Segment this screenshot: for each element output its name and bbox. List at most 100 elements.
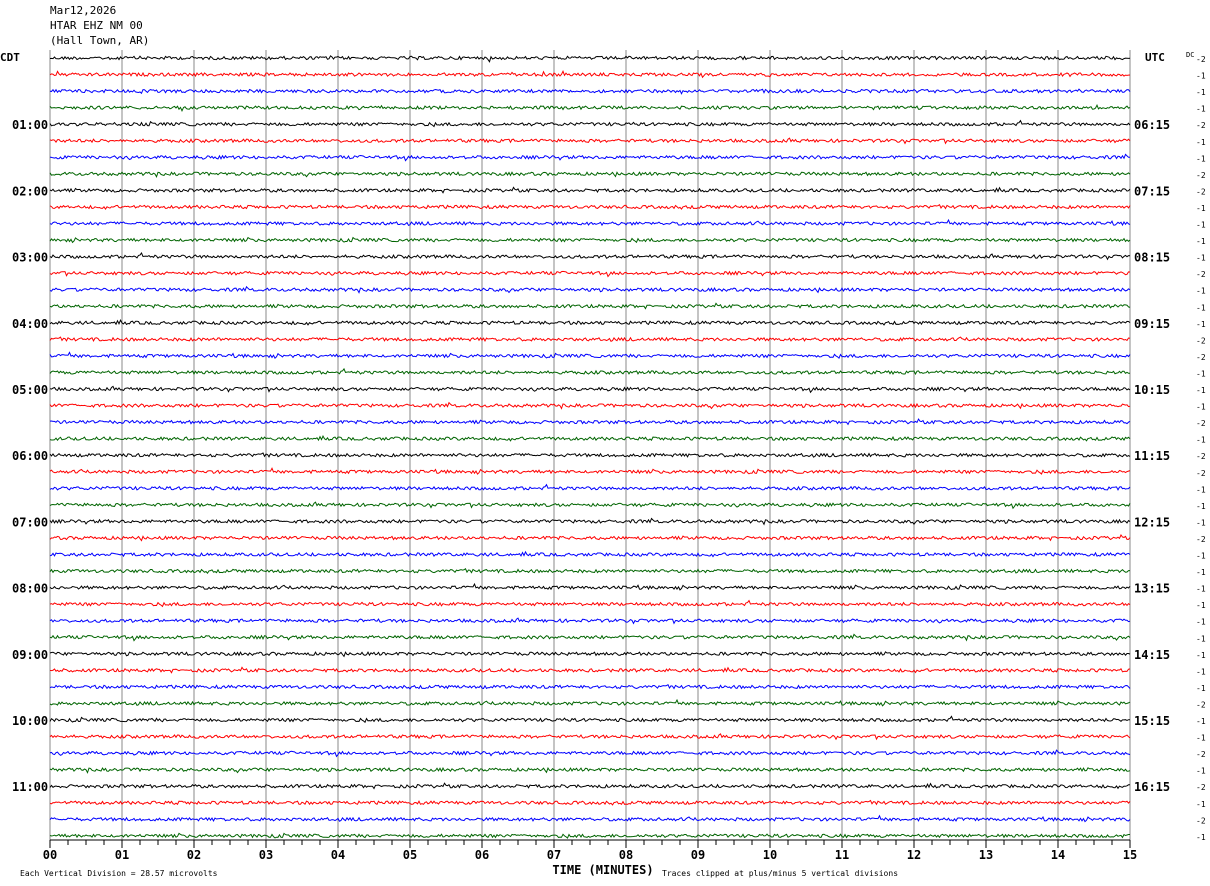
x-tick-label: 08 <box>619 848 633 862</box>
dc-offset-label: -1 <box>1196 369 1206 378</box>
dc-offset-label: -2 <box>1196 816 1206 825</box>
seismic-trace <box>49 251 1131 261</box>
left-hour-label: 03:00 <box>12 251 48 265</box>
seismic-trace <box>49 733 1131 741</box>
left-hour-label: 08:00 <box>12 582 48 596</box>
dc-offset-label: -1 <box>1196 552 1206 561</box>
x-tick-label: 02 <box>187 848 201 862</box>
x-tick-label: 10 <box>763 848 777 862</box>
dc-offset-label: -1 <box>1196 601 1206 610</box>
seismic-trace <box>49 617 1131 625</box>
seismic-trace <box>49 218 1131 227</box>
dc-offset-label: -1 <box>1196 833 1206 842</box>
dc-offset-label: -2 <box>1196 270 1206 279</box>
date-label: Mar12,2026 <box>50 4 117 17</box>
seismic-trace <box>49 418 1131 426</box>
seismic-trace <box>49 186 1131 194</box>
dc-offset-label: -2 <box>1196 750 1206 759</box>
dc-offset-label: -1 <box>1196 204 1206 213</box>
x-tick-label: 11 <box>835 848 849 862</box>
dc-offset-label: -2 <box>1196 336 1206 345</box>
seismic-trace <box>49 633 1131 642</box>
x-tick-label: 07 <box>547 848 561 862</box>
dc-offset-label: -1 <box>1196 734 1206 743</box>
x-tick-label: 15 <box>1123 848 1137 862</box>
seismic-trace <box>49 651 1131 658</box>
seismic-trace <box>49 401 1131 410</box>
seismic-trace <box>49 55 1131 63</box>
dc-offset-label: -1 <box>1196 320 1206 329</box>
seismic-trace <box>49 568 1130 575</box>
seismic-trace <box>49 452 1131 458</box>
seismic-trace <box>49 749 1131 758</box>
location-label: (Hall Town, AR) <box>50 34 150 47</box>
right-hour-label: 06:15 <box>1134 118 1170 132</box>
right-hour-label: 07:15 <box>1134 184 1170 198</box>
x-tick-label: 09 <box>691 848 705 862</box>
left-hour-label: 09:00 <box>12 648 48 662</box>
dc-offset-label: -1 <box>1196 386 1206 395</box>
x-tick-label: 06 <box>475 848 489 862</box>
seismic-trace <box>49 336 1131 342</box>
seismic-trace <box>49 70 1131 79</box>
right-hour-label: 08:15 <box>1134 251 1170 265</box>
seismic-trace <box>49 683 1131 690</box>
dc-offset-label: -1 <box>1196 568 1206 577</box>
dc-offset-label: -1 <box>1196 88 1206 97</box>
seismic-trace <box>49 153 1130 162</box>
dc-offset-label: -2 <box>1196 783 1206 792</box>
left-hour-label: 05:00 <box>12 383 48 397</box>
left-hour-label: 11:00 <box>12 780 48 794</box>
right-hour-label: 16:15 <box>1134 780 1170 794</box>
seismic-trace <box>49 599 1131 608</box>
dc-offset-label: -1 <box>1196 767 1206 776</box>
dc-offset-label: -1 <box>1196 800 1206 809</box>
scale-note: Each Vertical Division = 28.57 microvolt… <box>20 869 218 878</box>
dc-offset-label: -2 <box>1196 469 1206 478</box>
dc-offset-label: -1 <box>1196 717 1206 726</box>
dc-offset-label: -1 <box>1196 221 1206 230</box>
dc-offset-label: -2 <box>1196 187 1206 196</box>
x-tick-label: 12 <box>907 848 921 862</box>
dc-offset-label: -2 <box>1196 535 1206 544</box>
seismic-trace <box>49 203 1131 211</box>
dc-offset-label: -1 <box>1196 72 1206 81</box>
dc-label: DC <box>1186 51 1194 59</box>
left-hour-label: 04:00 <box>12 317 48 331</box>
dc-offset-label: -1 <box>1196 138 1206 147</box>
right-hour-label: 11:15 <box>1134 449 1170 463</box>
right-hour-label: 12:15 <box>1134 515 1170 529</box>
right-hour-label: 13:15 <box>1134 582 1170 596</box>
left-hour-label: 01:00 <box>12 118 48 132</box>
right-hour-label: 09:15 <box>1134 317 1170 331</box>
dc-offset-label: -1 <box>1196 585 1206 594</box>
seismic-trace <box>49 715 1131 724</box>
seismic-trace <box>49 367 1130 376</box>
dc-offset-label: -1 <box>1196 254 1206 263</box>
dc-offset-label: -1 <box>1196 403 1206 412</box>
seismic-trace <box>49 137 1131 145</box>
seismic-trace <box>49 467 1131 475</box>
seismic-trace <box>49 483 1131 491</box>
dc-offset-label: -1 <box>1196 105 1206 114</box>
seismic-trace <box>49 104 1131 113</box>
seismic-trace <box>49 767 1131 774</box>
dc-offset-label: -1 <box>1196 303 1206 312</box>
seismic-trace <box>49 698 1131 707</box>
dc-offset-label: -2 <box>1196 171 1206 180</box>
dc-offset-label: -1 <box>1196 618 1206 627</box>
seismic-trace <box>49 501 1131 510</box>
seismic-trace <box>49 814 1131 823</box>
left-timezone: CDT <box>0 51 20 64</box>
x-tick-label: 01 <box>115 848 129 862</box>
dc-offset-label: -2 <box>1196 55 1206 64</box>
x-axis-label: TIME (MINUTES) <box>552 863 653 877</box>
x-tick-label: 13 <box>979 848 993 862</box>
dc-offset-label: -1 <box>1196 154 1206 163</box>
right-hour-label: 15:15 <box>1134 714 1170 728</box>
seismic-trace <box>49 88 1131 95</box>
dc-offset-label: -1 <box>1196 502 1206 511</box>
seismic-trace <box>49 385 1131 394</box>
seismic-trace <box>49 550 1131 558</box>
